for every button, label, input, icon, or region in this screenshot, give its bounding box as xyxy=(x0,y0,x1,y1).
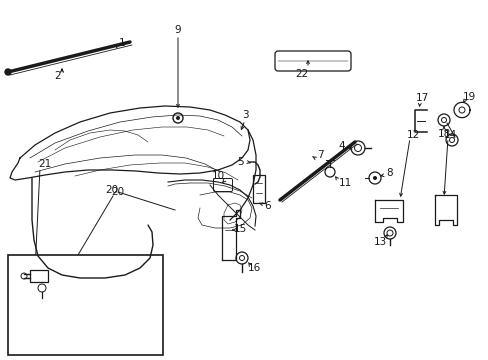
Circle shape xyxy=(5,69,11,75)
Text: 4: 4 xyxy=(338,141,345,151)
Text: 11: 11 xyxy=(338,178,351,188)
Text: 12: 12 xyxy=(406,130,419,140)
Text: 7: 7 xyxy=(316,150,323,160)
Text: 19: 19 xyxy=(462,92,475,102)
Text: 9: 9 xyxy=(174,25,181,35)
Circle shape xyxy=(176,116,180,120)
Text: 22: 22 xyxy=(295,69,308,79)
Text: 18: 18 xyxy=(436,129,450,139)
Text: 20: 20 xyxy=(105,185,118,195)
Text: 3: 3 xyxy=(241,110,248,120)
Text: 2: 2 xyxy=(55,71,61,81)
Text: 21: 21 xyxy=(38,159,52,169)
Text: 8: 8 xyxy=(386,168,392,178)
Bar xyxy=(8,255,163,355)
Text: 1: 1 xyxy=(119,38,125,48)
Text: 6: 6 xyxy=(264,201,271,211)
Text: 5: 5 xyxy=(237,157,244,167)
Text: 16: 16 xyxy=(247,263,260,273)
Text: 15: 15 xyxy=(233,224,246,234)
Text: 20: 20 xyxy=(111,187,124,197)
Text: 17: 17 xyxy=(414,93,428,103)
Bar xyxy=(30,270,48,282)
Circle shape xyxy=(372,176,376,180)
Text: 13: 13 xyxy=(373,237,386,247)
Text: 10: 10 xyxy=(211,171,224,181)
Text: 14: 14 xyxy=(443,130,456,140)
Bar xyxy=(252,175,264,203)
